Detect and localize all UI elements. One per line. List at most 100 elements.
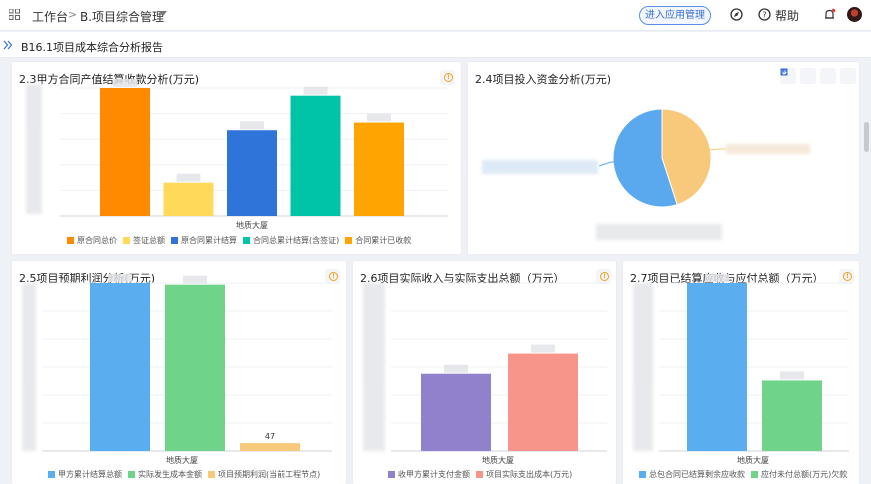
- blurred-slice-label: [726, 144, 810, 154]
- panel-actual-income-expense: 2.6项目实际收入与实际支出总额（万元） 地质大厦 收甲方累计支付金额 项目实际支…: [353, 261, 616, 484]
- chart-toolbar: [780, 68, 856, 84]
- blurred-value-label: [367, 113, 391, 122]
- legend-swatch: [476, 471, 483, 478]
- bar-chart: [60, 79, 448, 217]
- legend-label: 合同总累计结算(含签证): [253, 236, 340, 245]
- blurred-value-label: [705, 274, 729, 282]
- pie-slice[interactable]: [612, 108, 678, 208]
- blurred-axis-labels: [26, 84, 42, 214]
- chevron-down-icon[interactable]: [159, 11, 167, 16]
- legend-label: 甲方累计结算总额: [58, 470, 122, 479]
- legend-item[interactable]: 合同累计已收款: [345, 235, 411, 246]
- breadcrumb-workbench[interactable]: 工作台: [32, 10, 69, 24]
- bar[interactable]: [508, 353, 578, 451]
- blurred-value-label: [444, 364, 468, 373]
- legend-label: 项目实际支出成本(万元): [486, 470, 573, 479]
- legend-item[interactable]: 应付未付总额(万元)欠款: [751, 469, 847, 480]
- bar[interactable]: [100, 88, 150, 216]
- legend-label: 收甲方累计支付金额: [398, 470, 470, 479]
- legend-label: 原合同累计结算: [181, 236, 237, 245]
- bar[interactable]: [240, 443, 300, 451]
- bell-icon[interactable]: [823, 8, 836, 21]
- report-header-bar: B16.1项目成本综合分析报告: [0, 32, 871, 58]
- blurred-value-label: [108, 274, 132, 282]
- legend-swatch: [67, 237, 74, 244]
- double-chevron-right-icon[interactable]: [3, 40, 13, 50]
- data-label: 47: [265, 432, 275, 441]
- apps-grid-icon[interactable]: [9, 9, 20, 20]
- blurred-axis-labels: [22, 283, 36, 451]
- panel-contract-settlement: 2.3甲方合同产值结算收款分析(万元) 地质大厦 原合同总价 签证总额 原合同累计结…: [12, 62, 461, 254]
- chart-legend: 原合同总价 签证总额 原合同累计结算 合同总累计结算(含签证) 合同累计已收款: [67, 235, 411, 246]
- legend-item[interactable]: 项目实际支出成本(万元): [476, 469, 572, 480]
- legend-item[interactable]: 项目预期利润(当前工程节点): [208, 469, 320, 480]
- chart-legend: 甲方累计结算总额 实际发生成本金额 项目预期利润(当前工程节点): [48, 469, 320, 480]
- bar[interactable]: [163, 182, 214, 216]
- info-icon[interactable]: [325, 269, 340, 284]
- breadcrumb-separator-icon: >: [68, 8, 78, 21]
- x-category-label: 地质大厦: [236, 221, 268, 230]
- info-icon[interactable]: [596, 269, 611, 284]
- label-leader-line: [598, 161, 616, 167]
- pie-chart: [598, 108, 726, 208]
- fullscreen-icon[interactable]: [780, 68, 856, 84]
- panel-expected-profit: 2.5项目预期利润分析(万元) 47 地质大厦 甲方累计结算总额实际发生成本金额…: [12, 261, 346, 484]
- bar[interactable]: [165, 284, 225, 451]
- blurred-legend: [596, 224, 722, 240]
- chart-legend: 收甲方累计支付金额 项目实际支出成本(万元): [388, 469, 572, 480]
- info-icon[interactable]: [440, 70, 455, 85]
- enter-app-management-button[interactable]: 进入应用管理: [639, 6, 711, 25]
- blurred-value-label: [240, 121, 264, 130]
- info-icon[interactable]: [839, 269, 854, 284]
- legend-item[interactable]: 甲方累计结算总额: [48, 469, 122, 480]
- bar[interactable]: [762, 380, 822, 451]
- compass-icon[interactable]: [730, 8, 743, 21]
- legend-swatch: [345, 237, 353, 244]
- legend-item[interactable]: 原合同总价: [67, 235, 117, 246]
- panel-title: 2.4项目投入资金分析(万元): [475, 73, 612, 86]
- top-bar: 工作台 > B.项目综合管理 进入应用管理 ? 帮助: [0, 0, 871, 31]
- blurred-axis-labels: [363, 283, 385, 451]
- blurred-value-label: [176, 173, 201, 182]
- legend-item[interactable]: 合同总累计结算(含签证): [243, 235, 339, 246]
- legend-label: 项目预期利润(当前工程节点): [218, 470, 321, 479]
- panel-title: 2.3甲方合同产值结算收款分析(万元): [19, 73, 200, 86]
- help-label[interactable]: 帮助: [775, 9, 800, 23]
- legend-label: 实际发生成本金额: [138, 470, 202, 479]
- legend-swatch: [128, 471, 135, 478]
- legend-item[interactable]: 原合同累计结算: [171, 235, 237, 246]
- bar[interactable]: [421, 373, 491, 451]
- legend-item[interactable]: 收甲方累计支付金额: [388, 469, 470, 480]
- bar-chart: [391, 282, 607, 452]
- legend-swatch: [48, 471, 55, 478]
- legend-item[interactable]: 总包合同已结算剩余应收款: [639, 469, 745, 480]
- legend-item[interactable]: 实际发生成本金额: [128, 469, 202, 480]
- blurred-slice-label: [482, 160, 598, 174]
- bar[interactable]: [90, 283, 150, 451]
- avatar[interactable]: [847, 7, 862, 22]
- bar[interactable]: [227, 130, 277, 216]
- legend-label: 原合同总价: [77, 236, 117, 245]
- help-icon[interactable]: ?: [758, 8, 771, 21]
- bar-chart: [659, 274, 849, 452]
- legend-swatch: [123, 237, 130, 244]
- blurred-value-label: [113, 79, 137, 87]
- legend-swatch: [388, 471, 395, 478]
- blurred-value-label: [183, 275, 207, 284]
- bar-chart: 47: [42, 274, 332, 452]
- breadcrumb-project[interactable]: B.项目综合管理: [80, 10, 165, 24]
- x-category-label: 地质大厦: [482, 456, 514, 465]
- x-category-label: 地质大厦: [166, 456, 198, 465]
- bar[interactable]: [687, 283, 747, 451]
- report-title: B16.1项目成本综合分析报告: [21, 41, 164, 54]
- bar[interactable]: [290, 95, 341, 216]
- bar[interactable]: [354, 122, 404, 216]
- blurred-value-label: [303, 86, 328, 95]
- legend-swatch: [751, 471, 758, 478]
- panel-settled-receivable-payable: 2.7项目已结算应收与应付总额（万元） 地质大厦 总包合同已结算剩余应收款应付未…: [623, 261, 859, 484]
- blurred-axis-labels: [633, 283, 653, 451]
- svg-text:?: ?: [762, 11, 766, 20]
- legend-item[interactable]: 签证总额: [123, 235, 165, 246]
- scrollbar-thumb[interactable]: [864, 122, 869, 152]
- label-leader-line: [708, 148, 726, 151]
